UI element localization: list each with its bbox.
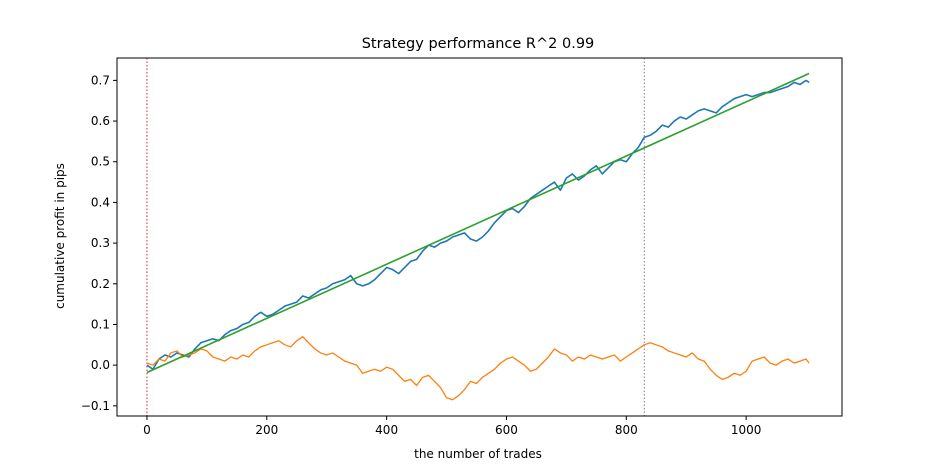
x-tick-label-2: 400 <box>375 423 398 437</box>
y-tick-label-5: 0.4 <box>91 195 110 209</box>
y-tick-label-8: 0.7 <box>91 73 110 87</box>
series-line-0 <box>146 79 810 371</box>
x-tick-label-3: 600 <box>495 423 518 437</box>
y-tick-label-7: 0.6 <box>91 114 110 128</box>
y-tick-label-4: 0.3 <box>91 236 110 250</box>
y-tick-label-1: 0.0 <box>91 358 110 372</box>
x-axis-label: the number of trades <box>414 447 542 461</box>
y-tick-label-6: 0.5 <box>91 155 110 169</box>
axes-frame <box>116 57 843 417</box>
plot-area: 0 200 400 600 800 1000 −0.1 0.0 0.1 0.2 0.3 0.4 0.5 0… <box>81 57 843 437</box>
y-tick-label-0: −0.1 <box>81 399 110 413</box>
y-tick-label-3: 0.2 <box>91 277 110 291</box>
series-line-2 <box>146 72 810 374</box>
x-tick-label-0: 0 <box>143 423 151 437</box>
y-tick-label-2: 0.1 <box>91 317 110 331</box>
chart-title: Strategy performance R^2 0.99 <box>362 36 595 52</box>
series-line-1 <box>146 336 810 401</box>
x-tick-label-1: 200 <box>255 423 278 437</box>
x-tick-label-4: 800 <box>615 423 638 437</box>
y-axis-label: cumulative profit in pips <box>53 163 67 309</box>
x-tick-label-5: 1000 <box>731 423 762 437</box>
